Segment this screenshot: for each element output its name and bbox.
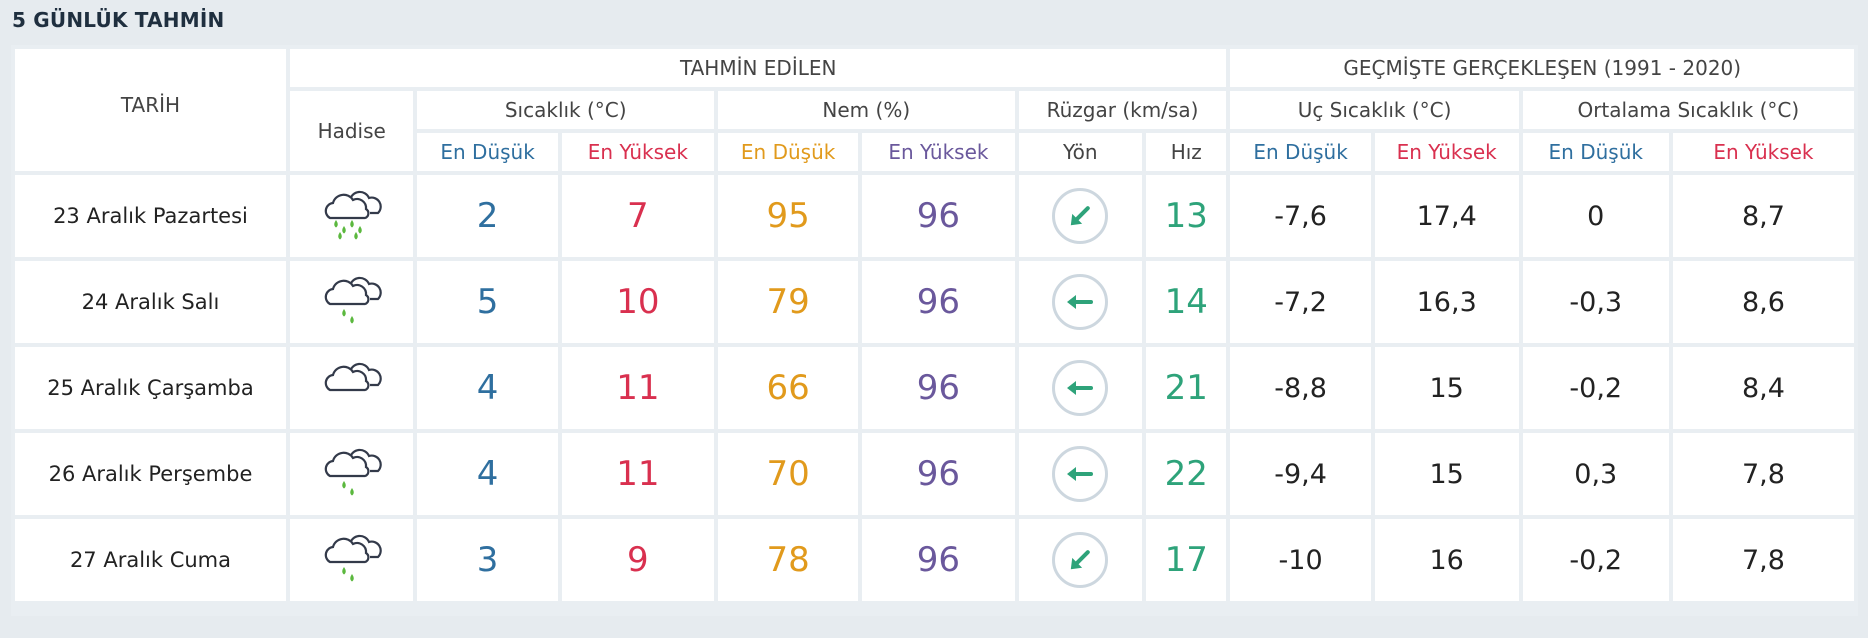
avg-high-cell: 8,4 bbox=[1672, 347, 1854, 429]
light-rain-cloud-icon bbox=[320, 272, 384, 332]
wind-direction-cell bbox=[1018, 347, 1143, 429]
wind-direction-icon bbox=[1052, 188, 1109, 244]
header-uc-en-dusuk: En Düşük bbox=[1230, 133, 1371, 171]
wind-speed-cell: 13 bbox=[1146, 175, 1227, 257]
avg-low-cell: -0,3 bbox=[1522, 261, 1669, 343]
table-row: 27 Aralık Cuma 3 9 78 96 17 -10 16 -0,2 … bbox=[15, 519, 1854, 601]
temp-high-cell: 9 bbox=[561, 519, 714, 601]
wind-direction-cell bbox=[1018, 433, 1143, 515]
header-nem: Nem (%) bbox=[718, 91, 1015, 129]
hadise-cell bbox=[289, 261, 414, 343]
wind-direction-icon bbox=[1052, 274, 1109, 330]
forecast-table-wrapper: TARİH TAHMİN EDİLEN GEÇMİŞTE GERÇEKLEŞEN… bbox=[11, 45, 1858, 616]
header-ort-en-dusuk: En Düşük bbox=[1522, 133, 1669, 171]
hist-max-cell: 17,4 bbox=[1374, 175, 1519, 257]
header-uc-sicaklik: Uç Sıcaklık (°C) bbox=[1230, 91, 1519, 129]
header-sicaklik: Sıcaklık (°C) bbox=[417, 91, 714, 129]
humidity-high-cell: 96 bbox=[862, 433, 1015, 515]
humidity-low-cell: 79 bbox=[718, 261, 859, 343]
humidity-high-cell: 96 bbox=[862, 519, 1015, 601]
light-rain-cloud-icon bbox=[320, 530, 384, 590]
header-ortalama-sicaklik: Ortalama Sıcaklık (°C) bbox=[1522, 91, 1854, 129]
wind-speed-cell: 17 bbox=[1146, 519, 1227, 601]
hadise-cell bbox=[289, 433, 414, 515]
wind-direction-icon bbox=[1052, 532, 1109, 588]
temp-high-cell: 10 bbox=[561, 261, 714, 343]
header-tarih: TARİH bbox=[15, 49, 286, 171]
light-rain-cloud-icon bbox=[320, 444, 384, 504]
header-hadise: Hadise bbox=[289, 91, 414, 171]
wind-direction-icon bbox=[1052, 446, 1109, 502]
humidity-low-cell: 70 bbox=[718, 433, 859, 515]
wind-direction-icon bbox=[1052, 360, 1109, 416]
avg-high-cell: 8,7 bbox=[1672, 175, 1854, 257]
humidity-low-cell: 78 bbox=[718, 519, 859, 601]
avg-high-cell: 7,8 bbox=[1672, 433, 1854, 515]
hadise-cell bbox=[289, 347, 414, 429]
header-tahmin-edilen: TAHMİN EDİLEN bbox=[289, 49, 1227, 87]
hist-max-cell: 15 bbox=[1374, 347, 1519, 429]
temp-low-cell: 4 bbox=[417, 433, 558, 515]
hist-min-cell: -8,8 bbox=[1230, 347, 1371, 429]
header-uc-en-yuksek: En Yüksek bbox=[1374, 133, 1519, 171]
temp-high-cell: 11 bbox=[561, 433, 714, 515]
header-yon: Yön bbox=[1018, 133, 1143, 171]
temp-low-cell: 3 bbox=[417, 519, 558, 601]
hadise-cell bbox=[289, 175, 414, 257]
humidity-high-cell: 96 bbox=[862, 347, 1015, 429]
hist-min-cell: -10 bbox=[1230, 519, 1371, 601]
hist-max-cell: 15 bbox=[1374, 433, 1519, 515]
wind-direction-cell bbox=[1018, 175, 1143, 257]
wind-speed-cell: 14 bbox=[1146, 261, 1227, 343]
temp-high-cell: 7 bbox=[561, 175, 714, 257]
date-cell: 26 Aralık Perşembe bbox=[15, 433, 286, 515]
wind-speed-cell: 22 bbox=[1146, 433, 1227, 515]
header-temp-en-dusuk: En Düşük bbox=[417, 133, 558, 171]
header-hiz: Hız bbox=[1146, 133, 1227, 171]
wind-speed-cell: 21 bbox=[1146, 347, 1227, 429]
table-row: 24 Aralık Salı 5 10 79 96 14 -7,2 16,3 -… bbox=[15, 261, 1854, 343]
hist-max-cell: 16 bbox=[1374, 519, 1519, 601]
hadise-cell bbox=[289, 519, 414, 601]
cloudy-icon bbox=[320, 358, 384, 418]
temp-low-cell: 2 bbox=[417, 175, 558, 257]
table-row: 26 Aralık Perşembe 4 11 70 96 22 -9,4 15… bbox=[15, 433, 1854, 515]
humidity-low-cell: 95 bbox=[718, 175, 859, 257]
avg-low-cell: -0,2 bbox=[1522, 347, 1669, 429]
rain-cloud-icon bbox=[320, 186, 384, 246]
avg-high-cell: 8,6 bbox=[1672, 261, 1854, 343]
hist-min-cell: -9,4 bbox=[1230, 433, 1371, 515]
humidity-high-cell: 96 bbox=[862, 175, 1015, 257]
table-row: 25 Aralık Çarşamba 4 11 66 96 21 -8,8 15… bbox=[15, 347, 1854, 429]
avg-high-cell: 7,8 bbox=[1672, 519, 1854, 601]
date-cell: 27 Aralık Cuma bbox=[15, 519, 286, 601]
temp-low-cell: 5 bbox=[417, 261, 558, 343]
table-row: 23 Aralık Pazartesi 2 7 95 96 13 -7,6 17… bbox=[15, 175, 1854, 257]
header-ruzgar: Rüzgar (km/sa) bbox=[1018, 91, 1227, 129]
hist-min-cell: -7,2 bbox=[1230, 261, 1371, 343]
wind-direction-cell bbox=[1018, 261, 1143, 343]
date-cell: 23 Aralık Pazartesi bbox=[15, 175, 286, 257]
temp-high-cell: 11 bbox=[561, 347, 714, 429]
avg-low-cell: 0 bbox=[1522, 175, 1669, 257]
humidity-high-cell: 96 bbox=[862, 261, 1015, 343]
header-nem-en-yuksek: En Yüksek bbox=[862, 133, 1015, 171]
avg-low-cell: -0,2 bbox=[1522, 519, 1669, 601]
header-nem-en-dusuk: En Düşük bbox=[718, 133, 859, 171]
date-cell: 24 Aralık Salı bbox=[15, 261, 286, 343]
avg-low-cell: 0,3 bbox=[1522, 433, 1669, 515]
date-cell: 25 Aralık Çarşamba bbox=[15, 347, 286, 429]
humidity-low-cell: 66 bbox=[718, 347, 859, 429]
hist-max-cell: 16,3 bbox=[1374, 261, 1519, 343]
page-title: 5 GÜNLÜK TAHMİN bbox=[12, 8, 225, 32]
hist-min-cell: -7,6 bbox=[1230, 175, 1371, 257]
forecast-table: TARİH TAHMİN EDİLEN GEÇMİŞTE GERÇEKLEŞEN… bbox=[11, 45, 1858, 605]
wind-direction-cell bbox=[1018, 519, 1143, 601]
header-gecmiste-gerceklesen: GEÇMİŞTE GERÇEKLEŞEN (1991 - 2020) bbox=[1230, 49, 1854, 87]
temp-low-cell: 4 bbox=[417, 347, 558, 429]
header-temp-en-yuksek: En Yüksek bbox=[561, 133, 714, 171]
header-ort-en-yuksek: En Yüksek bbox=[1672, 133, 1854, 171]
